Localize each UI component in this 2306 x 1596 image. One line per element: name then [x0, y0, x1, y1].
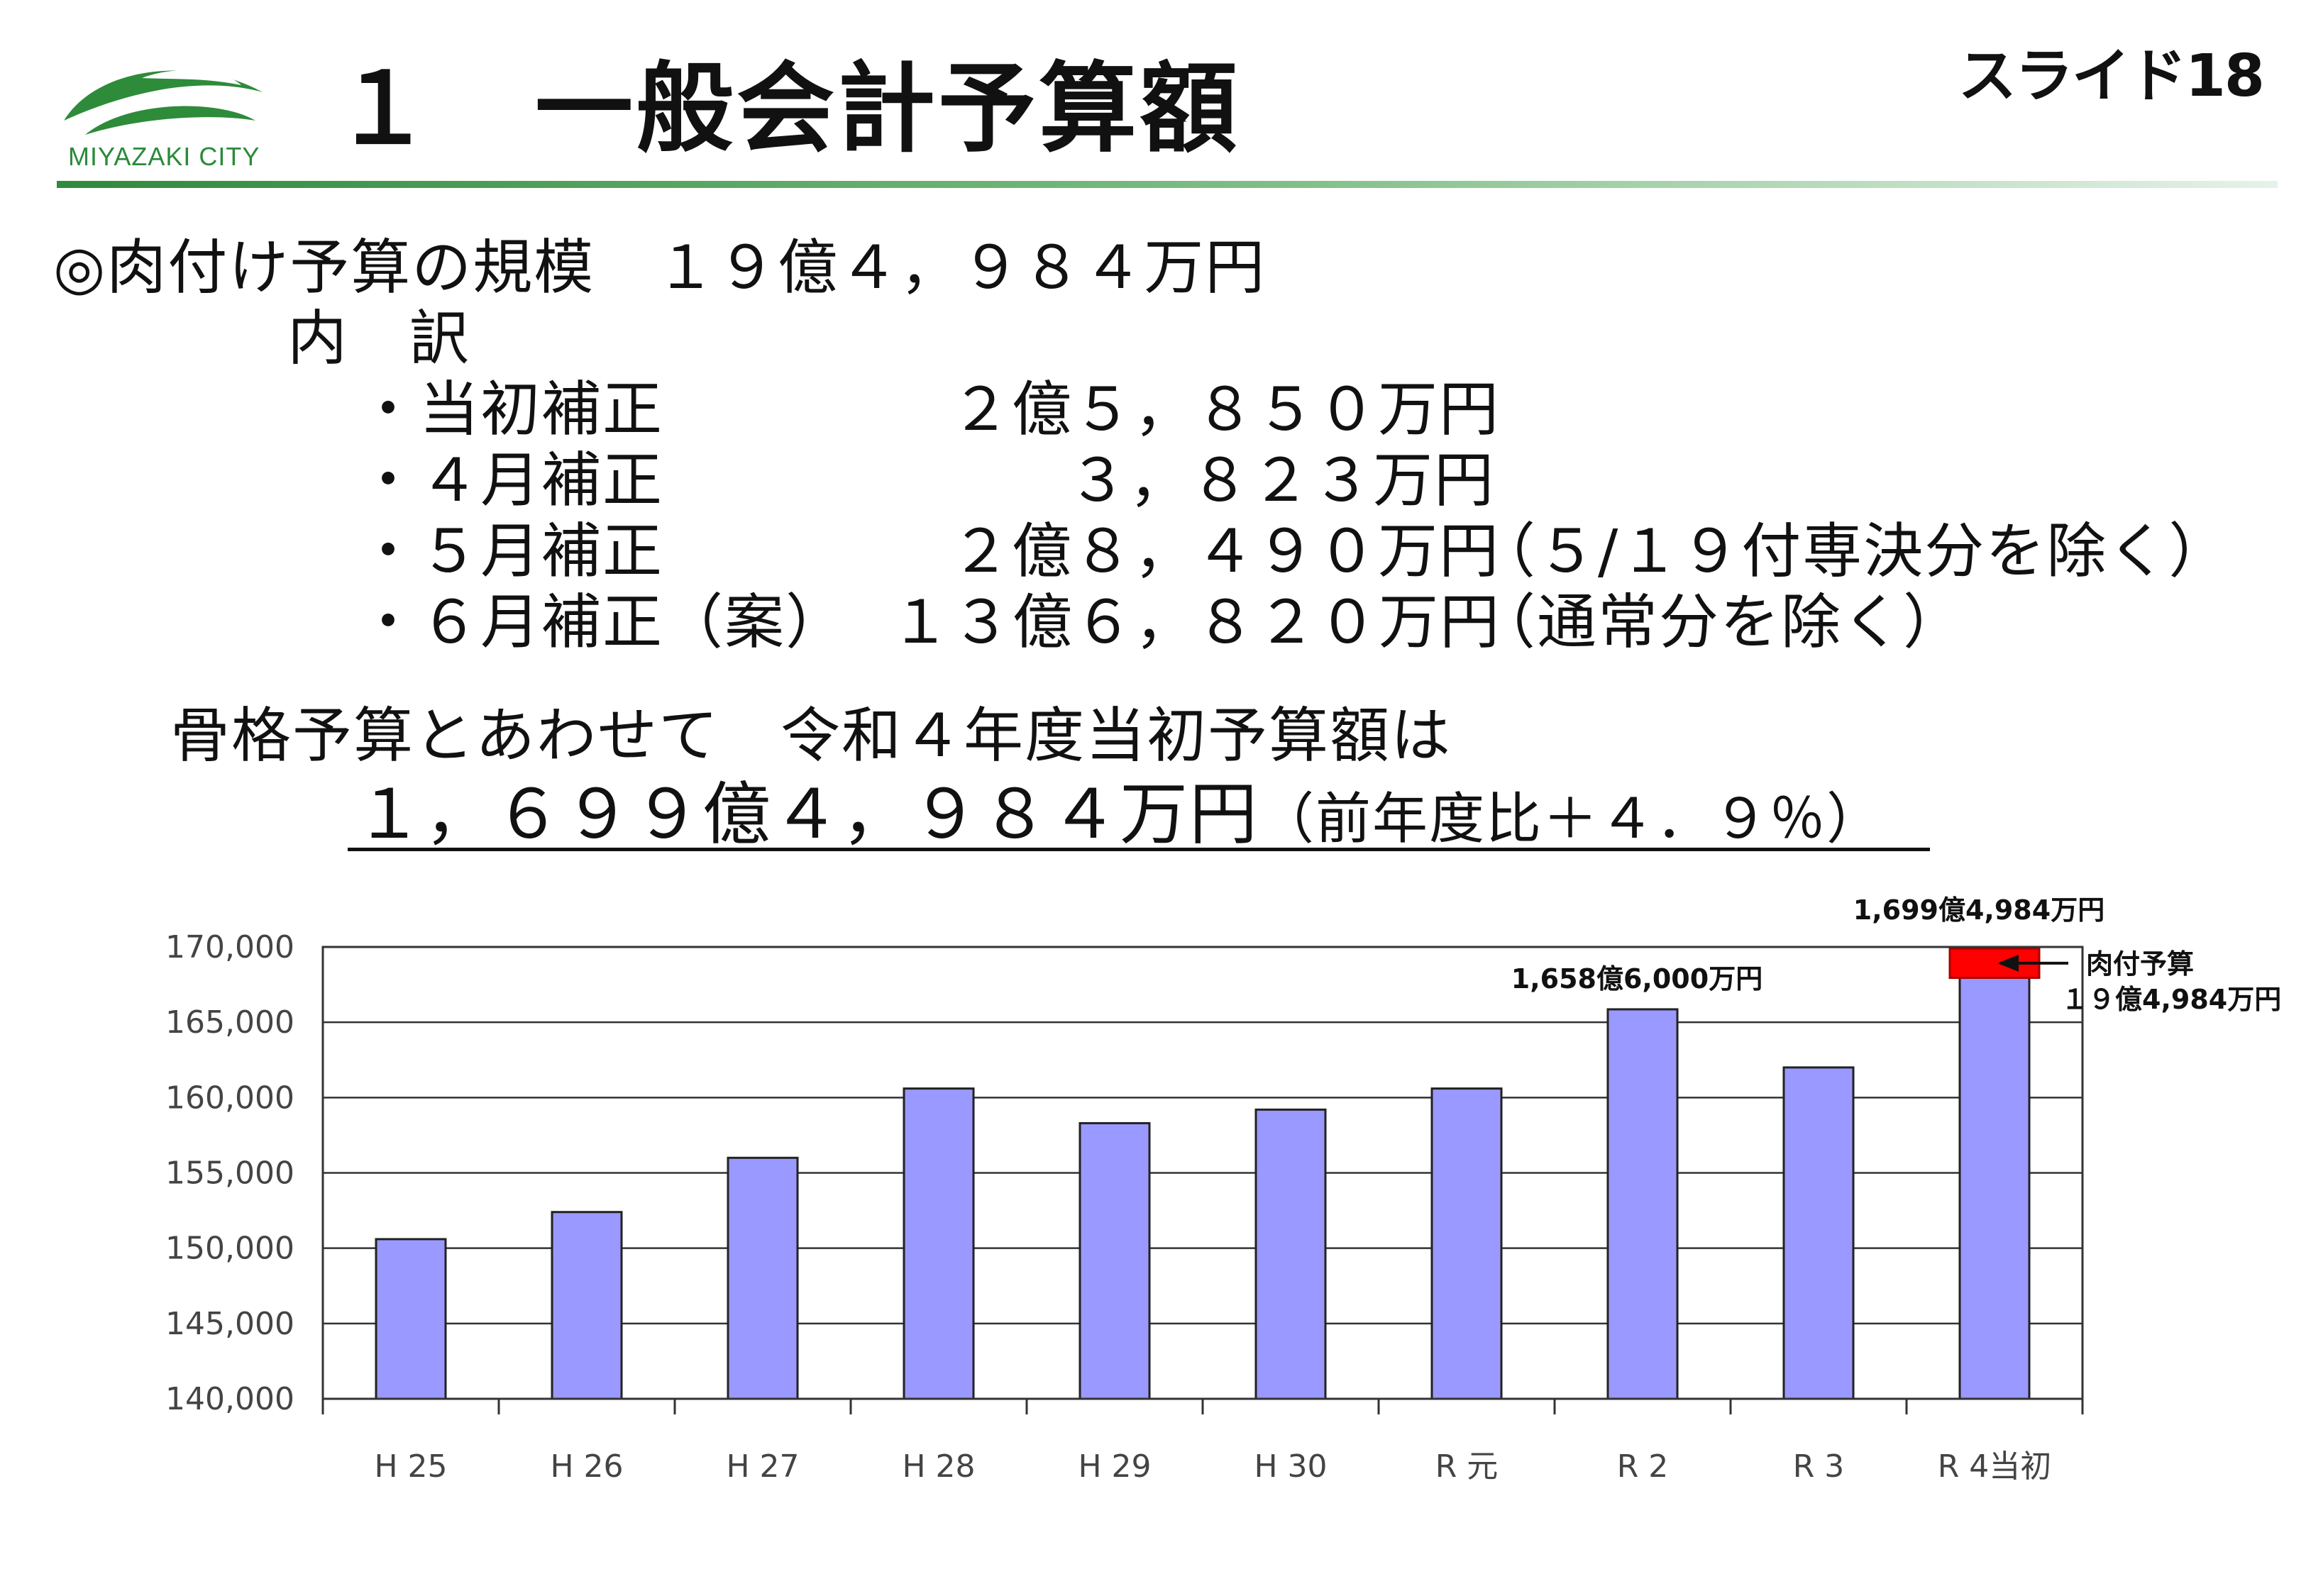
- bar: [375, 1238, 447, 1400]
- y-tick-label: 165,000: [165, 1004, 294, 1041]
- bar: [1430, 1087, 1503, 1400]
- total-main: １，６９９億４，９８４万円: [355, 775, 1259, 854]
- bar: [1606, 1008, 1679, 1400]
- y-tick-label: 160,000: [165, 1080, 294, 1116]
- item-label-2: ・５月補正: [358, 516, 664, 586]
- item-label-1: ・４月補正: [358, 445, 664, 515]
- x-tick-label: H 27: [726, 1448, 799, 1485]
- item-note-3: （通常分を除く）: [1476, 587, 1965, 657]
- bar: [551, 1211, 623, 1400]
- annotation-nikuzuke-amount: １９億4,984万円: [2061, 984, 2281, 1015]
- summary-line: 骨格予算とあわせて 令和４年度当初予算額は: [170, 701, 1452, 770]
- total-suffix: （前年度比＋４．９％）: [1259, 787, 1884, 851]
- arrow-head-icon: [1997, 954, 2019, 972]
- header-rule: [57, 181, 2278, 188]
- bar: [1254, 1108, 1327, 1400]
- item-label-3: ・６月補正（案）: [358, 587, 847, 657]
- annotation-nikuzuke-label: 肉付予算: [2086, 948, 2194, 980]
- x-tick-label: R 3: [1793, 1448, 1845, 1485]
- item-label-0: ・当初補正: [358, 375, 664, 444]
- bar: [903, 1087, 975, 1400]
- bar: [1958, 977, 2031, 1400]
- item-amount-1: ３，８２３万円: [1068, 445, 1496, 515]
- page-title: １ 一般会計予算額: [333, 52, 1241, 166]
- total-underline: [348, 848, 1930, 851]
- x-tick-label: R 2: [1617, 1448, 1669, 1485]
- x-tick-label: H 28: [902, 1448, 975, 1485]
- breakdown-label: 内 訳: [287, 304, 471, 373]
- x-tick-label: R 4当初: [1938, 1448, 2052, 1485]
- scale-line: ◎肉付け予算の規模 １９億４，９８４万円: [53, 233, 1267, 302]
- item-amount-2: ２億８，４９０万円: [951, 516, 1501, 586]
- logo-text: MIYAZAKI CITY: [68, 142, 260, 171]
- annotation-r4-total: 1,699億4,984万円: [1853, 894, 2104, 926]
- item-note-2: （５/１９付専決分を除く）: [1476, 516, 2230, 586]
- slide-label: スライド18: [1958, 43, 2265, 110]
- miyazaki-city-logo-icon: [64, 70, 263, 135]
- y-tick-label: 140,000: [165, 1381, 294, 1417]
- y-tick-label: 145,000: [165, 1306, 294, 1342]
- annotation-r2-total: 1,658億6,000万円: [1511, 963, 1762, 994]
- chart-axes: [321, 946, 2084, 1414]
- bar: [727, 1156, 799, 1400]
- x-tick-label: H 29: [1078, 1448, 1151, 1485]
- y-tick-label: 155,000: [165, 1156, 294, 1192]
- chart-labels: 140,000 145,000 150,000 155,000 160,000 165,0…: [165, 929, 2051, 1485]
- item-amount-3: １３億６，８２０万円: [890, 587, 1501, 657]
- x-tick-label: H 26: [550, 1448, 623, 1485]
- y-tick-label: 150,000: [165, 1231, 294, 1267]
- bar: [1782, 1066, 1855, 1400]
- x-tick-label: R 元: [1435, 1448, 1499, 1485]
- chart-bars: [375, 947, 2041, 1400]
- bar: [1078, 1121, 1151, 1400]
- x-tick-label: H 30: [1254, 1448, 1327, 1485]
- y-tick-label: 170,000: [165, 929, 294, 965]
- item-amount-0: ２億５，８５０万円: [951, 375, 1501, 444]
- total-amount: １，６９９億４，９８４万円（前年度比＋４．９％）: [355, 780, 1883, 848]
- x-tick-label: H 25: [374, 1448, 447, 1485]
